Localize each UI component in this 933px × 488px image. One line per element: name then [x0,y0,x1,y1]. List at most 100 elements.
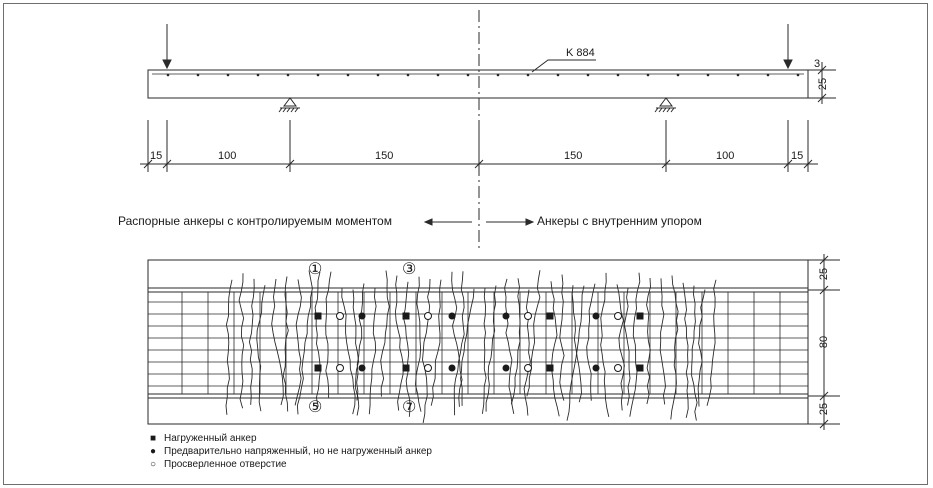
drilled-hole-mark [336,312,344,320]
rebar-dot [766,73,770,77]
beam-height-dims [808,62,836,104]
open-circle-icon: ○ [149,459,157,470]
crack-line [248,278,255,405]
loaded-anchor-mark [546,312,554,320]
drilled-hole-mark [336,364,344,372]
crack-line [670,275,679,420]
loaded-anchor-mark [402,364,410,372]
rebar-dot [256,73,260,77]
crack-line [646,277,651,405]
marker-7: ⑦ [402,399,417,416]
crack-line [394,275,404,411]
drilled-hole-mark [614,312,622,320]
legend-item-loaded: ■ Нагруженный анкер [148,432,432,445]
rebar-dot [736,73,740,77]
crack-line [341,288,356,415]
plan-outline [147,259,809,425]
crack-line [296,270,313,415]
crack-line [691,285,698,421]
drilled-hole-mark [524,364,532,372]
crack-line [559,274,565,401]
top-cover-dim: 3 [814,58,821,70]
rebar-dot [616,73,620,77]
crack-line [282,276,289,412]
crack-line [430,279,442,406]
loaded-anchor-mark [546,364,554,372]
loaded-anchor-mark [402,312,410,320]
crack-line [566,285,585,421]
crack-line [325,271,332,398]
marker-5: ⑤ [308,399,323,416]
legend-item-prestressed: ● Предварительно напряженный, но не нагр… [148,445,432,458]
rebar-dot [226,73,230,77]
plan-view [147,259,809,425]
caption-arrows [423,218,535,226]
crack-line [294,279,302,406]
crack-line [415,276,422,412]
crack-line [238,273,245,409]
crack-line [523,289,531,416]
crack-pattern [225,270,717,424]
rebar-dot [586,73,590,77]
crack-line [697,289,706,407]
loaded-anchor-mark [636,312,644,320]
crack-line [314,271,321,407]
crack-line [460,288,475,406]
loaded-anchor-mark [314,364,322,372]
prestressed-anchor-mark [358,364,366,372]
rebar-dot [556,73,560,77]
rebar-dot [466,73,470,77]
drilled-hole-mark [614,364,622,372]
beam-height-dim: 25 [817,77,830,91]
rebar-dot [406,73,410,77]
crack-line [616,284,625,411]
crack-line [600,272,610,417]
filled-circle-icon: ● [149,446,157,457]
plan-dim-top: 25 [818,267,831,281]
rebar-dot [496,73,500,77]
plan-dims [808,254,840,430]
crack-line [550,281,560,417]
rebar-dot [706,73,710,77]
label-leader [531,59,596,73]
rebar-dot [316,73,320,77]
drilled-hole-mark [424,312,432,320]
rebar-dot [796,73,800,77]
reinforcement-grid [148,292,808,394]
crack-line [629,272,641,417]
filled-square-icon: ■ [149,433,157,444]
crack-line [271,278,284,406]
crack-line [356,283,365,401]
rebar-dot [376,73,380,77]
crack-line [586,283,596,401]
prestressed-anchor-mark [592,312,600,320]
legend-text: Просверленное отверстие [164,459,287,470]
rebar-dot [526,73,530,77]
beam-elevation [147,69,809,99]
rebar-dot [166,73,170,77]
anchor-caption-right: Анкеры с внутренним упором [537,214,702,228]
crack-line [623,288,631,406]
span-dim-6: 15 [791,150,804,162]
prestressed-anchor-mark [448,312,456,320]
prestressed-anchor-mark [358,312,366,320]
prestressed-anchor-mark [448,364,456,372]
span-dim-1: 15 [150,150,163,162]
crack-line [510,278,521,405]
prestressed-anchor-mark [502,364,510,372]
anchor-marks [314,312,644,372]
load-arrow-right [783,24,793,70]
legend-text: Предварительно напряженный, но не нагруж… [164,446,432,457]
marker-3: ③ [402,261,417,278]
support-left [278,97,300,113]
rebar-dot [436,73,440,77]
legend-item-drilled: ○ Просверленное отверстие [148,458,432,471]
load-arrow-left [162,24,172,70]
crack-line [422,278,431,424]
drilled-hole-mark [524,312,532,320]
span-dimension-chain [140,120,818,172]
span-dim-4: 150 [564,150,583,162]
prestressed-anchor-mark [592,364,600,372]
rebar-dot [676,73,680,77]
